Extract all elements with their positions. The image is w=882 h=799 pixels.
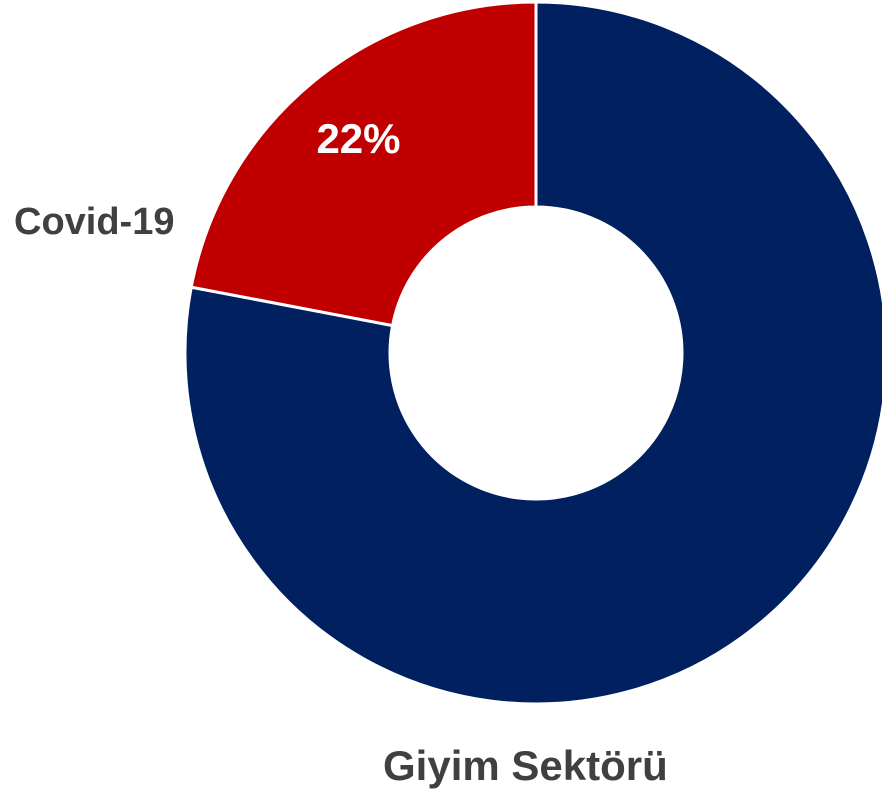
category-label-giyim-sektoru: Giyim Sektörü — [383, 742, 668, 789]
data-label-0: 22% — [316, 115, 400, 162]
slice-giyim-sekt-r — [183, 0, 882, 706]
category-label-covid-19: Covid-19 — [14, 201, 175, 243]
slice-covid-19 — [189, 0, 538, 328]
